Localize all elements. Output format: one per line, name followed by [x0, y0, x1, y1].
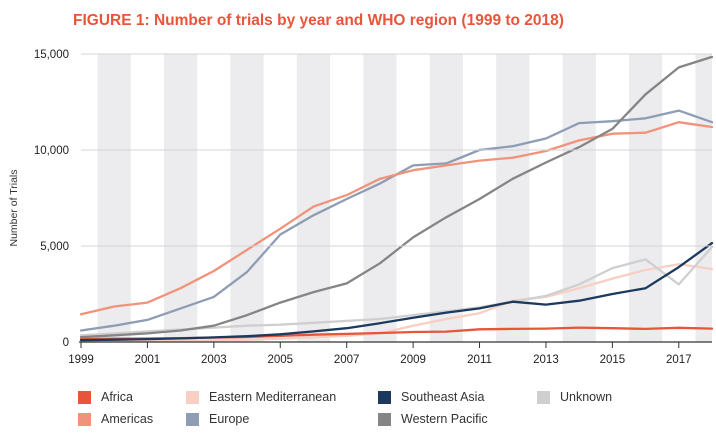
legend-item-africa: Africa — [78, 390, 133, 404]
legend-item-americas: Americas — [78, 412, 153, 426]
x-tick-label-2013: 2013 — [533, 354, 559, 366]
year-band-2008 — [363, 54, 397, 342]
year-band-2006 — [296, 54, 331, 342]
legend-swatch-unknown — [537, 390, 550, 404]
legend: Africa Eastern Mediterranean Southeast A… — [78, 390, 678, 434]
year-band-2012 — [496, 54, 530, 342]
x-tick-label-2003: 2003 — [201, 354, 227, 366]
legend-label-europe: Europe — [209, 412, 250, 426]
y-tick-label-0: 0 — [63, 337, 69, 349]
chart-title: FIGURE 1: Number of trials by year and W… — [73, 12, 564, 29]
year-band-2002 — [164, 54, 198, 342]
axes: 1999 2001 2003 2005 2007 2009 2011 2013 2015 2017… — [8, 49, 712, 366]
year-band-2004 — [230, 54, 264, 342]
x-tick-label-2001: 2001 — [135, 354, 161, 366]
legend-item-western-pacific: Western Pacific — [378, 412, 488, 426]
x-tick-label-2015: 2015 — [600, 354, 626, 366]
series-line-southeast-asia — [79, 241, 714, 342]
series-line-eastern-mediterranean — [79, 263, 714, 343]
series-line-americas — [79, 121, 714, 316]
legend-label-africa: Africa — [101, 390, 133, 404]
legend-item-unknown: Unknown — [537, 390, 612, 404]
legend-swatch-western-pacific — [378, 412, 391, 426]
y-tick-label-10000: 10,000 — [34, 145, 69, 157]
year-band-2016 — [628, 54, 663, 342]
y-axis-title: Number of Trials — [8, 169, 20, 246]
legend-swatch-americas — [78, 412, 91, 426]
legend-item-eastern-mediterranean: Eastern Mediterranean — [186, 390, 336, 404]
y-tick-label-5000: 5,000 — [40, 241, 69, 253]
legend-item-europe: Europe — [186, 412, 249, 426]
legend-label-western-pacific: Western Pacific — [401, 412, 488, 426]
year-band-2014 — [562, 54, 596, 342]
year-band-2010 — [429, 54, 463, 342]
x-tick-label-2011: 2011 — [467, 354, 492, 366]
legend-label-unknown: Unknown — [560, 390, 613, 404]
legend-swatch-eastern-mediterranean — [186, 390, 199, 404]
legend-item-southeast-asia: Southeast Asia — [378, 390, 484, 404]
year-band-2000 — [97, 54, 131, 342]
legend-label-eastern-mediterranean: Eastern Mediterranean — [209, 390, 337, 404]
legend-label-southeast-asia: Southeast Asia — [401, 390, 485, 404]
legend-swatch-southeast-asia — [378, 390, 391, 404]
year-band-2018 — [695, 54, 712, 342]
legend-swatch-africa — [78, 390, 91, 404]
x-tick-label-2005: 2005 — [267, 354, 293, 366]
series-lines — [79, 55, 714, 343]
x-tick-label-1999: 1999 — [68, 354, 94, 366]
x-tick-label-2007: 2007 — [334, 354, 360, 366]
legend-label-americas: Americas — [101, 412, 154, 426]
y-tick-label-15000: 15,000 — [34, 49, 69, 61]
legend-swatch-europe — [186, 412, 199, 426]
series-line-western-pacific — [79, 55, 714, 339]
x-tick-label-2017: 2017 — [666, 354, 692, 366]
year-bands — [97, 54, 712, 342]
x-tick-label-2009: 2009 — [400, 354, 426, 366]
